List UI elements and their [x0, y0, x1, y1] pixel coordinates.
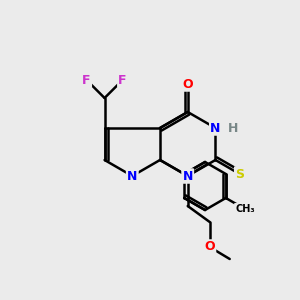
Text: S: S: [235, 167, 244, 181]
Text: O: O: [182, 77, 193, 91]
Text: N: N: [210, 122, 220, 134]
Text: O: O: [204, 241, 215, 254]
Text: H: H: [228, 122, 239, 134]
Text: CH₃: CH₃: [235, 204, 255, 214]
Text: N: N: [127, 169, 137, 182]
Text: F: F: [82, 74, 91, 86]
Text: N: N: [182, 169, 193, 182]
Text: F: F: [118, 74, 127, 86]
